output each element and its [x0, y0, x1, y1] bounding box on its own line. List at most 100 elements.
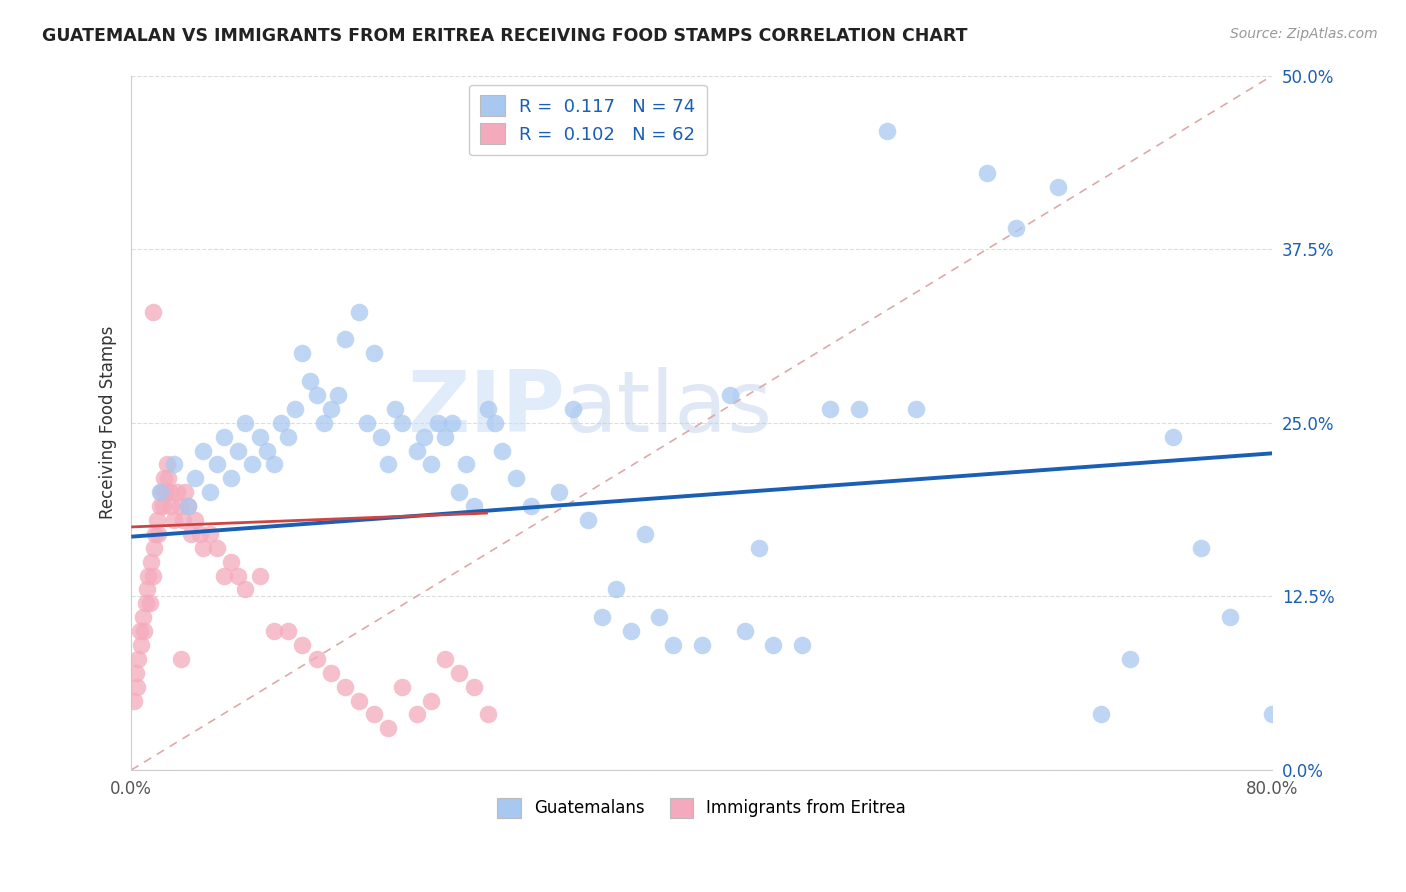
Point	[1047, 179, 1070, 194]
Point	[576, 513, 599, 527]
Point	[405, 707, 427, 722]
Point	[648, 610, 671, 624]
Point	[690, 638, 713, 652]
Point	[148, 527, 170, 541]
Point	[145, 527, 167, 541]
Point	[491, 443, 513, 458]
Point	[1219, 610, 1241, 624]
Point	[449, 485, 471, 500]
Text: ZIP: ZIP	[408, 368, 565, 450]
Point	[277, 624, 299, 639]
Point	[405, 443, 427, 458]
Point	[790, 638, 813, 652]
Point	[1261, 707, 1284, 722]
Point	[163, 458, 186, 472]
Point	[212, 568, 235, 582]
Point	[141, 555, 163, 569]
Point	[519, 499, 541, 513]
Point	[1090, 707, 1112, 722]
Point	[139, 596, 162, 610]
Point	[122, 693, 145, 707]
Point	[205, 541, 228, 555]
Point	[160, 499, 183, 513]
Point	[219, 471, 242, 485]
Point	[305, 388, 328, 402]
Point	[212, 430, 235, 444]
Point	[477, 401, 499, 416]
Point	[172, 513, 194, 527]
Point	[149, 485, 172, 500]
Point	[335, 680, 357, 694]
Point	[419, 693, 441, 707]
Point	[138, 568, 160, 582]
Point	[156, 458, 179, 472]
Point	[149, 499, 172, 513]
Text: Source: ZipAtlas.com: Source: ZipAtlas.com	[1230, 27, 1378, 41]
Point	[370, 430, 392, 444]
Point	[363, 346, 385, 360]
Point	[505, 471, 527, 485]
Point	[391, 680, 413, 694]
Point	[976, 166, 998, 180]
Point	[249, 568, 271, 582]
Point	[605, 582, 627, 597]
Point	[152, 499, 174, 513]
Point	[477, 707, 499, 722]
Point	[312, 416, 335, 430]
Point	[463, 680, 485, 694]
Point	[848, 401, 870, 416]
Point	[326, 388, 349, 402]
Text: GUATEMALAN VS IMMIGRANTS FROM ERITREA RECEIVING FOOD STAMPS CORRELATION CHART: GUATEMALAN VS IMMIGRANTS FROM ERITREA RE…	[42, 27, 967, 45]
Point	[377, 722, 399, 736]
Point	[198, 485, 221, 500]
Point	[131, 610, 153, 624]
Point	[876, 124, 898, 138]
Point	[1004, 221, 1026, 235]
Point	[748, 541, 770, 555]
Point	[426, 416, 449, 430]
Point	[129, 638, 152, 652]
Point	[456, 458, 478, 472]
Point	[270, 416, 292, 430]
Point	[434, 652, 457, 666]
Point	[184, 471, 207, 485]
Point	[127, 652, 149, 666]
Point	[146, 513, 169, 527]
Point	[591, 610, 613, 624]
Point	[384, 401, 406, 416]
Point	[298, 374, 321, 388]
Point	[349, 693, 371, 707]
Point	[263, 624, 285, 639]
Point	[562, 401, 585, 416]
Point	[180, 527, 202, 541]
Point	[356, 416, 378, 430]
Point	[177, 499, 200, 513]
Point	[142, 304, 165, 318]
Point	[142, 568, 165, 582]
Point	[277, 430, 299, 444]
Point	[198, 527, 221, 541]
Legend: Guatemalans, Immigrants from Eritrea: Guatemalans, Immigrants from Eritrea	[491, 791, 912, 824]
Point	[377, 458, 399, 472]
Point	[235, 416, 257, 430]
Point	[291, 638, 314, 652]
Point	[619, 624, 641, 639]
Point	[153, 471, 176, 485]
Point	[904, 401, 927, 416]
Text: atlas: atlas	[565, 368, 773, 450]
Point	[226, 568, 249, 582]
Point	[134, 596, 156, 610]
Point	[449, 665, 471, 680]
Point	[170, 652, 193, 666]
Point	[718, 388, 741, 402]
Point	[1161, 430, 1184, 444]
Point	[441, 416, 464, 430]
Point	[188, 527, 211, 541]
Point	[219, 555, 242, 569]
Point	[150, 485, 173, 500]
Point	[166, 485, 188, 500]
Point	[263, 458, 285, 472]
Point	[363, 707, 385, 722]
Point	[734, 624, 756, 639]
Point	[169, 499, 191, 513]
